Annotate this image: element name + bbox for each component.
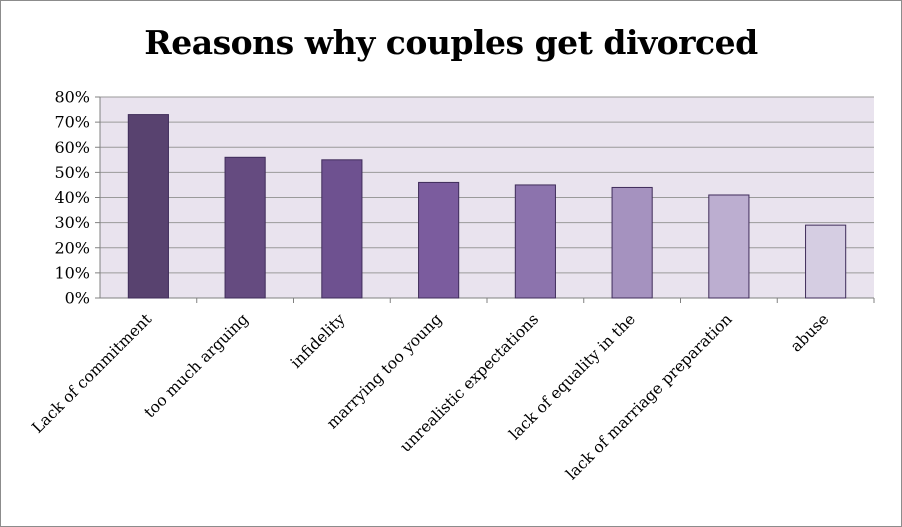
bar — [514, 184, 556, 299]
chart-title: Reasons why couples get divorced — [144, 23, 758, 62]
x-category-label: Lack of commitment — [28, 310, 155, 437]
x-category-label: too much arguing — [141, 310, 252, 421]
bar — [418, 181, 460, 299]
y-tick-label: 50% — [54, 163, 90, 182]
bar — [321, 159, 363, 299]
bars — [127, 114, 847, 299]
y-tick-label: 0% — [65, 289, 90, 308]
bar — [805, 224, 847, 299]
y-tick-label: 70% — [54, 113, 90, 132]
y-tick-label: 80% — [54, 88, 90, 107]
bar — [127, 114, 169, 299]
y-tick-label: 60% — [54, 138, 90, 157]
y-tick-labels: 0% 10% 20% 30% 40% 50% 60% 70% 80% — [54, 88, 90, 308]
x-category-label: abuse — [787, 310, 832, 355]
y-tick-label: 20% — [54, 238, 90, 257]
y-tick-label: 10% — [54, 263, 90, 282]
bar — [224, 156, 266, 299]
y-tick-label: 30% — [54, 213, 90, 232]
bar — [708, 194, 750, 299]
bar — [611, 186, 653, 299]
x-category-label: infidelity — [287, 310, 349, 372]
x-category-label: lack of marriage preparation — [562, 310, 735, 483]
y-tick-label: 40% — [54, 188, 90, 207]
